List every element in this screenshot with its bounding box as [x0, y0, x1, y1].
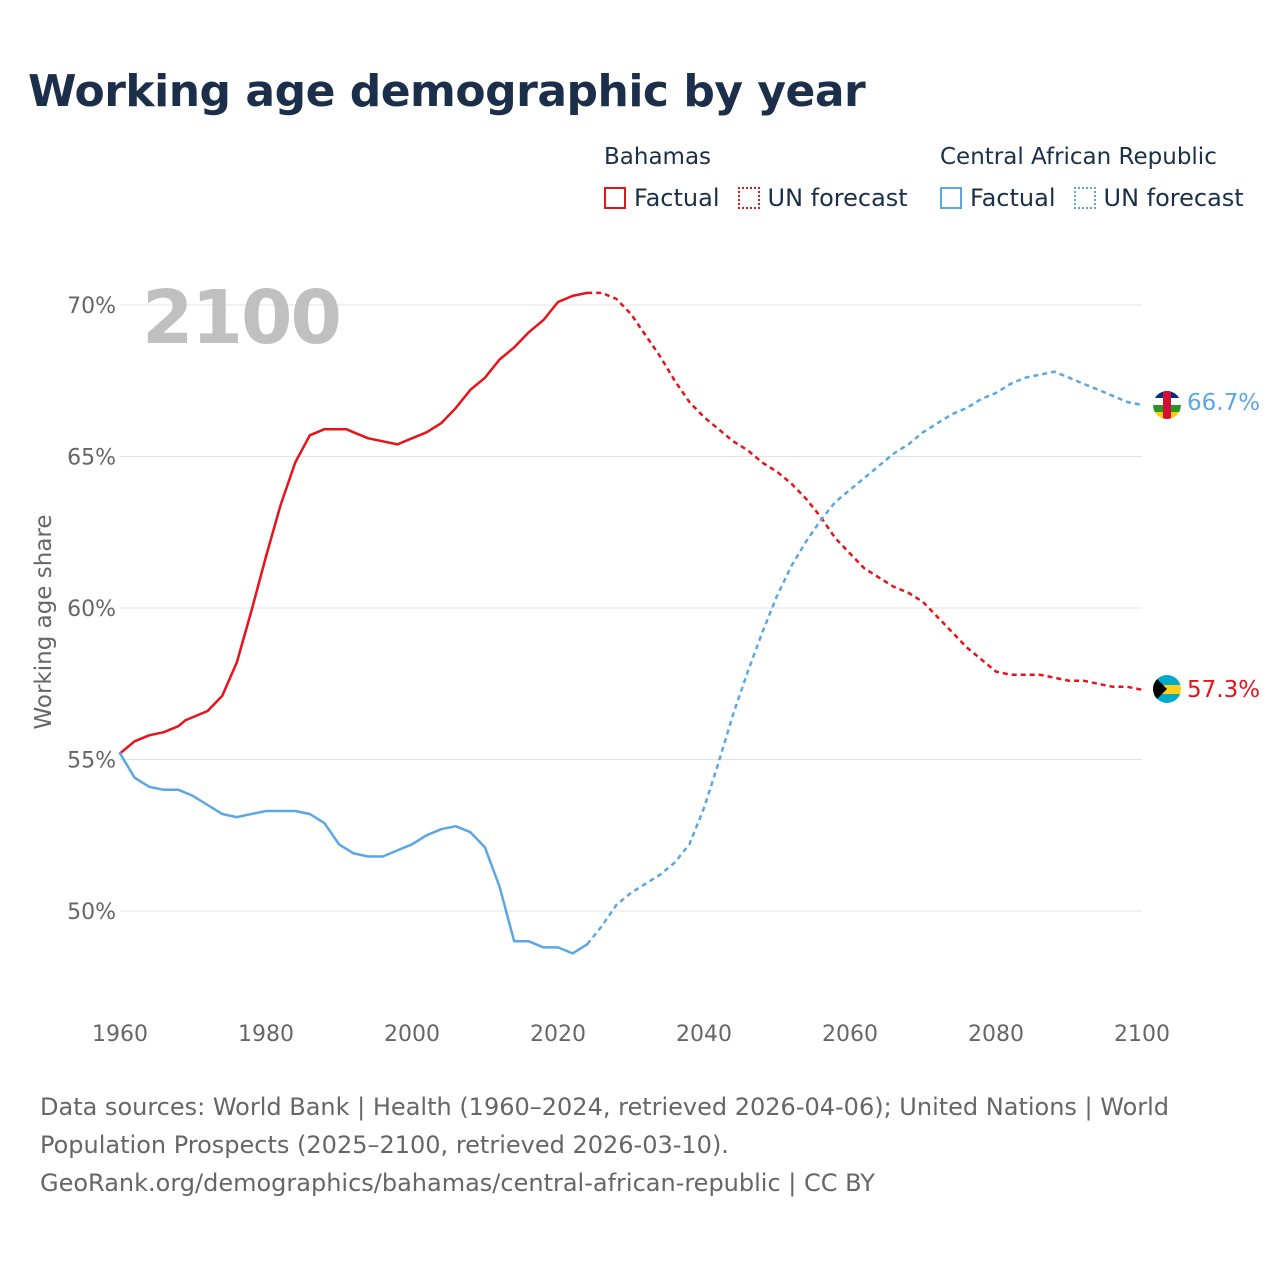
y-axis-label: Working age share — [31, 514, 57, 729]
bahamas-forecast-line[interactable] — [587, 291, 1143, 692]
y-tick-label: 55% — [67, 749, 116, 774]
y-tick-label: 65% — [67, 446, 116, 471]
source-line-1: Data sources: World Bank | Health (1960–… — [40, 1093, 1170, 1121]
legend-group-bahamas: Bahamas Factual UN forecast — [604, 144, 926, 212]
legend-item-bahamas-factual[interactable]: Factual — [604, 184, 720, 212]
y-axis: 50% 55% 60% 65% 70% — [67, 294, 116, 925]
legend-swatch-solid — [940, 187, 962, 209]
x-tick-label: 2000 — [384, 1022, 440, 1047]
legend-label: Factual — [634, 184, 720, 212]
legend-group-title: Bahamas — [604, 144, 712, 170]
x-tick-label: 2060 — [822, 1022, 878, 1047]
legend-swatch-dotted — [1073, 187, 1096, 209]
y-tick-label: 50% — [67, 900, 116, 925]
x-tick-label: 1980 — [238, 1022, 294, 1047]
series-lines — [118, 291, 1143, 955]
x-tick-label: 2080 — [968, 1022, 1024, 1047]
year-watermark: 2100 — [142, 275, 340, 361]
legend-item-car-forecast[interactable]: UN forecast — [1073, 184, 1244, 212]
x-axis: 1960 1980 2000 2020 2040 2060 2080 2100 — [92, 1022, 1170, 1047]
central-african-republic-factual-line[interactable] — [118, 752, 589, 955]
legend-swatch-solid — [604, 187, 626, 209]
legend-item-car-factual[interactable]: Factual — [940, 184, 1056, 212]
chart-title: Working age demographic by year — [28, 66, 866, 117]
legend-group-central-african-republic: Central African Republic Factual UN fore… — [940, 144, 1262, 212]
x-tick-label: 2040 — [676, 1022, 732, 1047]
legend-item-bahamas-forecast[interactable]: UN forecast — [737, 184, 908, 212]
y-tick-label: 60% — [67, 597, 116, 622]
bahamas-factual-line[interactable] — [118, 291, 589, 755]
legend-label: UN forecast — [1103, 184, 1244, 212]
car-end-label: 66.7% — [1187, 390, 1260, 416]
legend-label: Factual — [970, 184, 1056, 212]
x-tick-label: 2100 — [1114, 1022, 1170, 1047]
bahamas-flag-icon — [1153, 675, 1181, 703]
source-line-2: Population Prospects (2025–2100, retriev… — [40, 1131, 729, 1159]
line-chart: 2100 50% 55% 60% 65% 70% 1960 1980 2000 2020 204… — [31, 275, 1260, 1047]
gridlines — [120, 304, 1142, 912]
legend-swatch-dotted — [737, 187, 760, 209]
source-link[interactable]: GeoRank.org/demographics/bahamas/central… — [40, 1169, 875, 1197]
bahamas-end-label: 57.3% — [1187, 677, 1260, 703]
y-tick-label: 70% — [67, 294, 116, 319]
central-african-republic-flag-icon — [1153, 391, 1181, 419]
legend-label: UN forecast — [767, 184, 908, 212]
x-tick-label: 1960 — [92, 1022, 148, 1047]
legend-group-title: Central African Republic — [940, 144, 1217, 170]
x-tick-label: 2020 — [530, 1022, 586, 1047]
central-african-republic-forecast-line[interactable] — [586, 370, 1143, 946]
footer-source: Data sources: World Bank | Health (1960–… — [40, 1088, 1220, 1202]
